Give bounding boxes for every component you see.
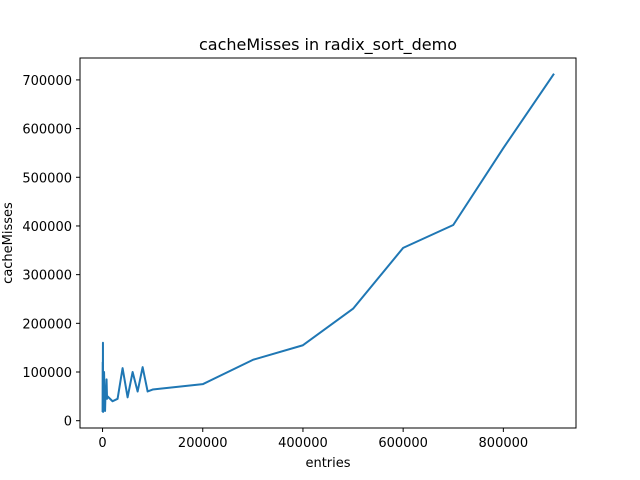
chart-title: cacheMisses in radix_sort_demo xyxy=(199,35,457,55)
plot-area xyxy=(80,58,576,428)
y-tick-label: 400000 xyxy=(22,220,72,235)
y-tick-label: 200000 xyxy=(22,317,72,332)
y-tick-label: 600000 xyxy=(22,123,72,138)
y-axis-label: cacheMisses xyxy=(1,202,16,284)
series-line xyxy=(101,73,555,413)
x-tick-label: 0 xyxy=(98,436,106,451)
x-axis-label: entries xyxy=(305,456,350,471)
plot-frame xyxy=(79,57,577,429)
y-tick-label: 700000 xyxy=(22,74,72,89)
y-tick-label: 300000 xyxy=(22,269,72,284)
x-tick-label: 200000 xyxy=(178,436,228,451)
y-tick-label: 500000 xyxy=(22,171,72,186)
y-tick-label: 0 xyxy=(64,415,72,430)
axis-tick-labels: 0 200000 400000 600000 800000 0 100000 200000 30… xyxy=(22,74,528,451)
y-tick-label: 100000 xyxy=(22,366,72,381)
x-tick-label: 600000 xyxy=(378,436,428,451)
x-tick-label: 800000 xyxy=(479,436,529,451)
axis-ticks xyxy=(76,79,504,432)
x-tick-label: 400000 xyxy=(278,436,328,451)
